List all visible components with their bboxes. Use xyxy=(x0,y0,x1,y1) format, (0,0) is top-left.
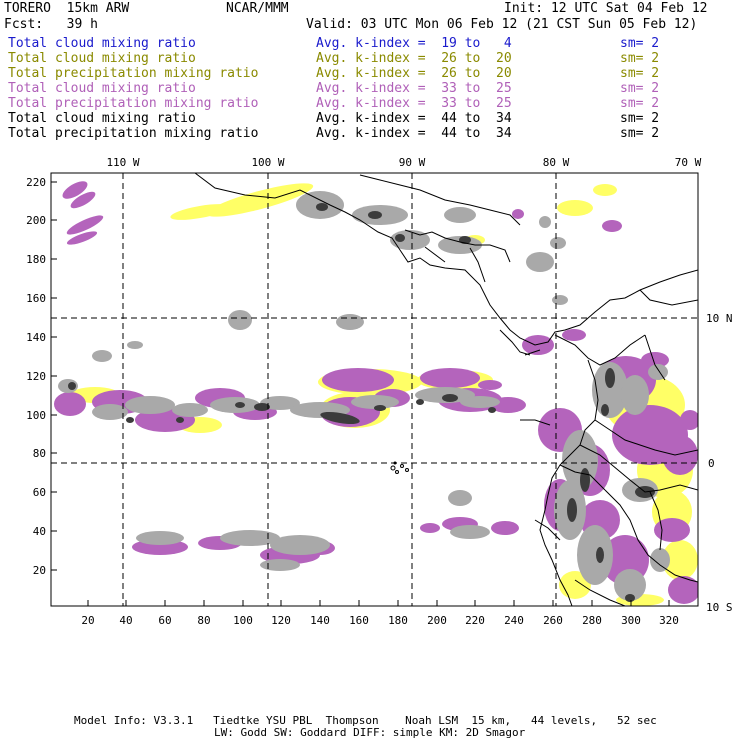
legend-index: Avg. k-index = 26 to 20 xyxy=(316,51,512,66)
legend-sm: sm= 2 xyxy=(620,111,660,126)
legend-index: Avg. k-index = 19 to 4 xyxy=(316,36,512,51)
legend-index: Avg. k-index = 44 to 34 xyxy=(316,111,512,126)
forecast-hour: Fcst: 39 h xyxy=(4,17,98,32)
legend-index: Avg. k-index = 33 to 25 xyxy=(316,96,512,111)
y-tick-label: 20 xyxy=(33,564,46,577)
organization: NCAR/MMM xyxy=(226,1,289,16)
x-tick-label: 60 xyxy=(158,614,171,627)
legend-sm: sm= 2 xyxy=(620,36,660,51)
x-tick-label: 320 xyxy=(659,614,679,627)
x-tick-label: 280 xyxy=(582,614,602,627)
legend-index: Avg. k-index = 33 to 25 xyxy=(316,81,512,96)
x-tick-label: 140 xyxy=(310,614,330,627)
x-tick-label: 220 xyxy=(465,614,485,627)
y-tick-label: 100 xyxy=(26,409,46,422)
coastlines xyxy=(194,173,698,606)
lon-label: 110 W xyxy=(106,156,139,169)
legend-sm: sm= 2 xyxy=(620,81,660,96)
legend-field: Total cloud mixing ratio xyxy=(8,81,196,96)
x-tick-label: 200 xyxy=(427,614,447,627)
legend-field: Total cloud mixing ratio xyxy=(8,111,196,126)
x-tick-label: 20 xyxy=(81,614,94,627)
valid-time: Valid: 03 UTC Mon 06 Feb 12 (21 CST Sun … xyxy=(306,17,698,32)
x-tick-label: 180 xyxy=(388,614,408,627)
lon-label: 70 W xyxy=(675,156,702,169)
legend-sm: sm= 2 xyxy=(620,51,660,66)
legend-sm: sm= 2 xyxy=(620,96,660,111)
lat-label: 10 N xyxy=(706,312,733,325)
lat-label: 0 xyxy=(708,457,715,470)
x-tick-label: 160 xyxy=(349,614,369,627)
legend-field: Total precipitation mixing ratio xyxy=(8,96,259,111)
lat-label: 10 S xyxy=(706,601,733,614)
x-tick-label: 260 xyxy=(543,614,563,627)
x-tick-label: 240 xyxy=(504,614,524,627)
y-tick-label: 220 xyxy=(26,176,46,189)
axis-labels: 110 W 100 W 90 W 80 W 70 W 10 N 0 10 S 2… xyxy=(26,156,732,627)
init-time: Init: 12 UTC Sat 04 Feb 12 xyxy=(504,1,708,16)
lon-label: 90 W xyxy=(399,156,426,169)
plot-frame xyxy=(50,172,699,607)
latlon-grid xyxy=(51,173,698,606)
legend-field: Total cloud mixing ratio xyxy=(8,51,196,66)
x-tick-label: 120 xyxy=(271,614,291,627)
physics-info: LW: Godd SW: Goddard DIFF: simple KM: 2D… xyxy=(214,726,526,739)
x-tick-label: 40 xyxy=(119,614,132,627)
legend-field: Total precipitation mixing ratio xyxy=(8,126,259,141)
y-tick-label: 120 xyxy=(26,370,46,383)
y-tick-label: 60 xyxy=(33,486,46,499)
y-tick-label: 160 xyxy=(26,292,46,305)
x-tick-label: 300 xyxy=(621,614,641,627)
y-tick-label: 180 xyxy=(26,253,46,266)
legend-sm: sm= 2 xyxy=(620,126,660,141)
y-tick-label: 200 xyxy=(26,214,46,227)
y-tick-label: 140 xyxy=(26,331,46,344)
field-layer xyxy=(54,181,698,606)
legend-field: Total precipitation mixing ratio xyxy=(8,66,259,81)
lon-label: 80 W xyxy=(543,156,570,169)
legend-index: Avg. k-index = 44 to 34 xyxy=(316,126,512,141)
legend-field: Total cloud mixing ratio xyxy=(8,36,196,51)
legend-index: Avg. k-index = 26 to 20 xyxy=(316,66,512,81)
x-tick-label: 80 xyxy=(197,614,210,627)
lon-label: 100 W xyxy=(251,156,284,169)
y-tick-label: 80 xyxy=(33,447,46,460)
legend-sm: sm= 2 xyxy=(620,66,660,81)
model-info: Model Info: V3.3.1 Tiedtke YSU PBL Thomp… xyxy=(74,714,657,727)
tick-marks xyxy=(51,181,670,606)
y-tick-label: 40 xyxy=(33,525,46,538)
model-name: TORERO 15km ARW xyxy=(4,1,130,16)
x-tick-label: 100 xyxy=(233,614,253,627)
